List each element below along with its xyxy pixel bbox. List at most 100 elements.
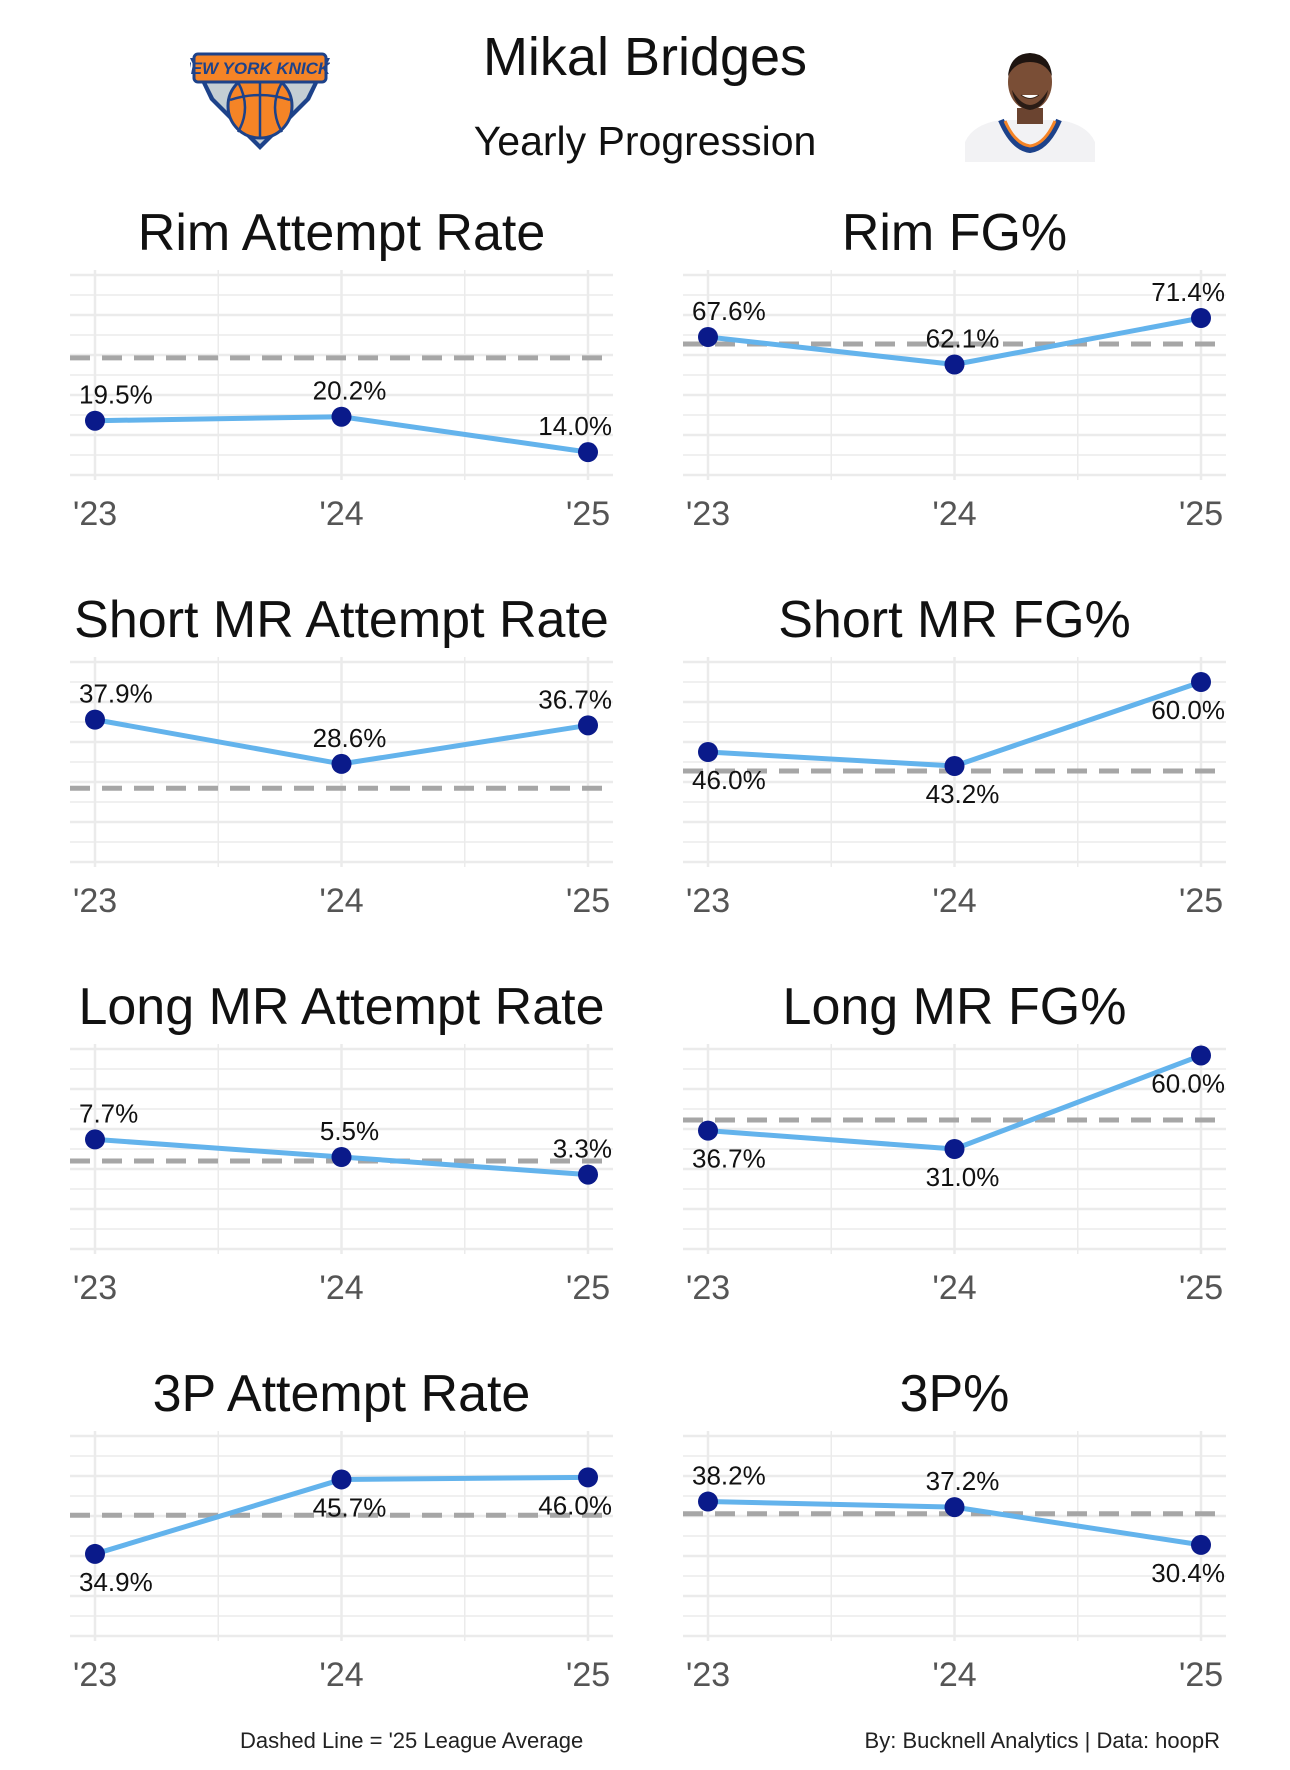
player-beard <box>1012 90 1048 110</box>
x-tick-label: '23 <box>686 1656 730 1694</box>
x-tick-label: '23 <box>73 882 117 920</box>
data-point <box>944 756 965 776</box>
player-headshot <box>965 53 1095 162</box>
x-tick-label: '23 <box>686 882 730 920</box>
data-label: 67.6% <box>692 296 766 326</box>
x-tick-label: '24 <box>319 882 363 920</box>
chart-panel: Short MR FG% 46.0% 43.2% 60.0% '23 '24 '25 <box>683 591 1226 920</box>
data-label: 71.4% <box>1151 277 1225 307</box>
data-label: 36.7% <box>538 684 612 714</box>
data-label: 37.9% <box>79 679 153 709</box>
x-tick-label: '25 <box>1179 495 1223 533</box>
data-point <box>1191 672 1211 692</box>
data-point <box>1191 308 1211 328</box>
data-point <box>578 715 598 736</box>
chart-title: Long MR Attempt Rate <box>78 978 604 1036</box>
player-collar <box>998 118 1062 154</box>
chart-panel: Short MR Attempt Rate 37.9% 28.6% 36.7% '23 '… <box>70 591 613 920</box>
logo-banner <box>192 52 328 84</box>
chart-title: Rim Attempt Rate <box>138 204 545 262</box>
chart-panel: 3P Attempt Rate 34.9% 45.7% 46.0% '23 '24 '25 <box>70 1365 613 1694</box>
logo-text: NEW YORK KNICKS <box>190 59 330 78</box>
data-point <box>944 1497 965 1518</box>
x-tick-label: '23 <box>686 1269 730 1307</box>
chart-panel: Long MR Attempt Rate 7.7% 5.5% 3.3% '23 '24 '2… <box>70 978 613 1307</box>
chart-title: Short MR FG% <box>778 591 1131 649</box>
data-label: 43.2% <box>926 779 1000 809</box>
data-point <box>1191 1534 1211 1555</box>
data-point <box>331 406 352 427</box>
player-hair <box>1008 53 1052 76</box>
x-tick-label: '24 <box>319 495 363 533</box>
x-tick-label: '25 <box>566 495 610 533</box>
x-tick-label: '24 <box>932 1656 976 1694</box>
data-point <box>331 753 352 774</box>
data-point <box>698 742 718 762</box>
x-tick-label: '24 <box>932 495 976 533</box>
data-label: 37.2% <box>926 1466 1000 1496</box>
player-collar-trim <box>1003 120 1057 148</box>
header: Mikal Bridges Yearly Progression NEW YOR… <box>0 0 1290 180</box>
player-face <box>1008 54 1052 110</box>
data-label: 36.7% <box>692 1144 766 1174</box>
chart-title: Rim FG% <box>842 204 1067 262</box>
x-tick-label: '25 <box>566 1656 610 1694</box>
chart-title: Long MR FG% <box>783 978 1127 1036</box>
data-point <box>85 410 105 431</box>
data-label: 7.7% <box>79 1098 138 1128</box>
chart-panel: Rim FG% 67.6% 62.1% 71.4% '23 '24 '25 <box>683 204 1226 533</box>
data-label: 46.0% <box>538 1490 612 1520</box>
data-label: 34.9% <box>79 1567 153 1597</box>
x-tick-label: '23 <box>73 495 117 533</box>
data-label: 19.5% <box>79 380 153 410</box>
data-label: 46.0% <box>692 765 766 795</box>
x-tick-label: '25 <box>566 1269 610 1307</box>
chart-title: 3P% <box>900 1365 1010 1423</box>
x-tick-label: '25 <box>1179 1656 1223 1694</box>
data-label: 45.7% <box>313 1492 387 1522</box>
player-neck <box>1017 108 1043 124</box>
chart-title: 3P Attempt Rate <box>153 1365 531 1423</box>
data-point <box>1191 1045 1211 1066</box>
x-tick-label: '24 <box>319 1269 363 1307</box>
data-point <box>698 327 718 347</box>
data-point <box>331 1469 352 1490</box>
data-point <box>578 1164 598 1185</box>
footer-note: Dashed Line = '25 League Average <box>240 1728 584 1753</box>
data-label: 62.1% <box>926 324 1000 354</box>
data-point <box>85 1129 105 1150</box>
x-tick-label: '25 <box>566 882 610 920</box>
data-label: 5.5% <box>320 1116 379 1146</box>
chart-panel: Rim Attempt Rate 19.5% 20.2% 14.0% '23 '24 '25 <box>70 204 613 533</box>
data-point <box>85 1543 105 1564</box>
x-tick-label: '24 <box>319 1656 363 1694</box>
page-subtitle: Yearly Progression <box>473 118 817 164</box>
chart-title: Short MR Attempt Rate <box>74 591 609 649</box>
data-point <box>331 1147 352 1167</box>
page-title: Mikal Bridges <box>482 27 808 87</box>
data-label: 3.3% <box>553 1134 612 1164</box>
data-point <box>944 354 965 375</box>
data-label: 28.6% <box>313 723 387 753</box>
data-label: 20.2% <box>313 376 387 406</box>
knicks-logo: NEW YORK KNICKS <box>190 52 330 150</box>
x-tick-label: '24 <box>932 882 976 920</box>
chart-panel: 3P% 38.2% 37.2% 30.4% '23 '24 '25 <box>683 1365 1226 1694</box>
x-tick-label: '24 <box>932 1269 976 1307</box>
data-label: 14.0% <box>538 411 612 441</box>
x-tick-label: '23 <box>686 495 730 533</box>
data-point <box>85 709 105 730</box>
footer-credit: By: Bucknell Analytics | Data: hoopR <box>864 1728 1220 1753</box>
data-point <box>698 1491 718 1512</box>
x-tick-label: '23 <box>73 1656 117 1694</box>
data-label: 31.0% <box>926 1162 1000 1192</box>
chart-panel: Long MR FG% 36.7% 31.0% 60.0% '23 '24 '25 <box>683 978 1226 1307</box>
data-point <box>578 1467 598 1488</box>
data-point <box>698 1120 718 1141</box>
logo-ball-seams <box>229 74 291 138</box>
data-label: 60.0% <box>1151 1068 1225 1098</box>
data-label: 60.0% <box>1151 695 1225 725</box>
data-label: 30.4% <box>1151 1558 1225 1588</box>
player-jersey <box>965 120 1095 162</box>
